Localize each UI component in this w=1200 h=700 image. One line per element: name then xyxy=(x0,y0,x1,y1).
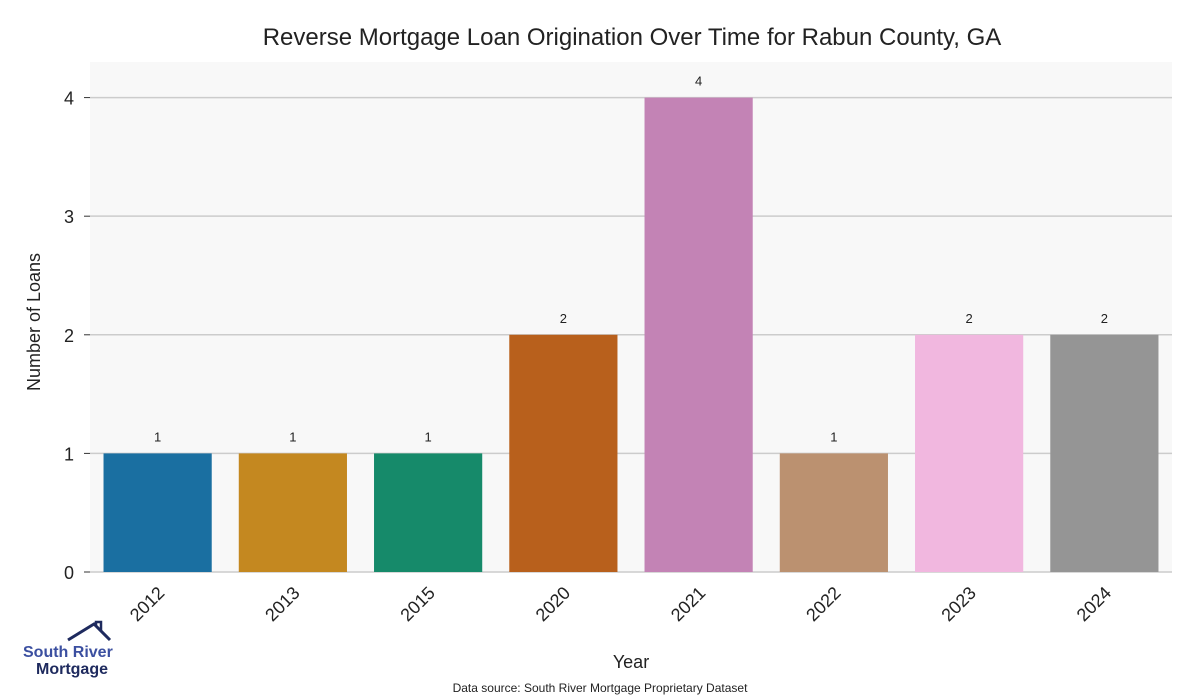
x-axis-label: Year xyxy=(613,652,649,672)
bar-2020 xyxy=(509,334,618,572)
bar-2015 xyxy=(374,453,483,572)
y-tick-label: 4 xyxy=(64,89,74,109)
bar-2024 xyxy=(1050,334,1159,572)
x-tick-label: 2015 xyxy=(396,583,438,625)
data-label-2015: 1 xyxy=(425,429,432,444)
bar-2012 xyxy=(103,453,212,572)
x-tick-label: 2022 xyxy=(802,583,844,625)
bar-2013 xyxy=(238,453,347,572)
bar-2021 xyxy=(644,97,753,573)
data-label-2020: 2 xyxy=(560,311,567,326)
data-label-2022: 1 xyxy=(830,429,837,444)
x-tick-label: 2023 xyxy=(937,583,979,625)
chart-title: Reverse Mortgage Loan Origination Over T… xyxy=(262,24,1002,51)
data-label-2012: 1 xyxy=(154,429,161,444)
company-logo: South River Mortgage xyxy=(20,620,120,680)
bar-2023 xyxy=(915,334,1024,572)
house-roof-icon xyxy=(67,620,112,642)
x-tick-label: 2020 xyxy=(532,583,574,625)
x-tick-label: 2024 xyxy=(1073,583,1115,625)
y-tick-label: 1 xyxy=(64,444,74,464)
x-tick-label: 2021 xyxy=(667,583,709,625)
logo-text-line1: South River xyxy=(23,644,113,661)
y-tick-label: 0 xyxy=(64,563,74,583)
data-label-2023: 2 xyxy=(966,311,973,326)
data-label-2021: 4 xyxy=(695,74,702,89)
logo-text-line2: Mortgage xyxy=(36,661,108,678)
x-tick-label: 2012 xyxy=(126,583,168,625)
data-source-note: Data source: South River Mortgage Propri… xyxy=(452,681,748,695)
y-tick-label: 2 xyxy=(64,326,74,346)
bar-2022 xyxy=(779,453,888,572)
data-label-2024: 2 xyxy=(1101,311,1108,326)
y-axis-label: Number of Loans xyxy=(24,253,44,391)
y-tick-label: 3 xyxy=(64,207,74,227)
x-tick-label: 2013 xyxy=(261,583,303,625)
data-label-2013: 1 xyxy=(289,429,296,444)
